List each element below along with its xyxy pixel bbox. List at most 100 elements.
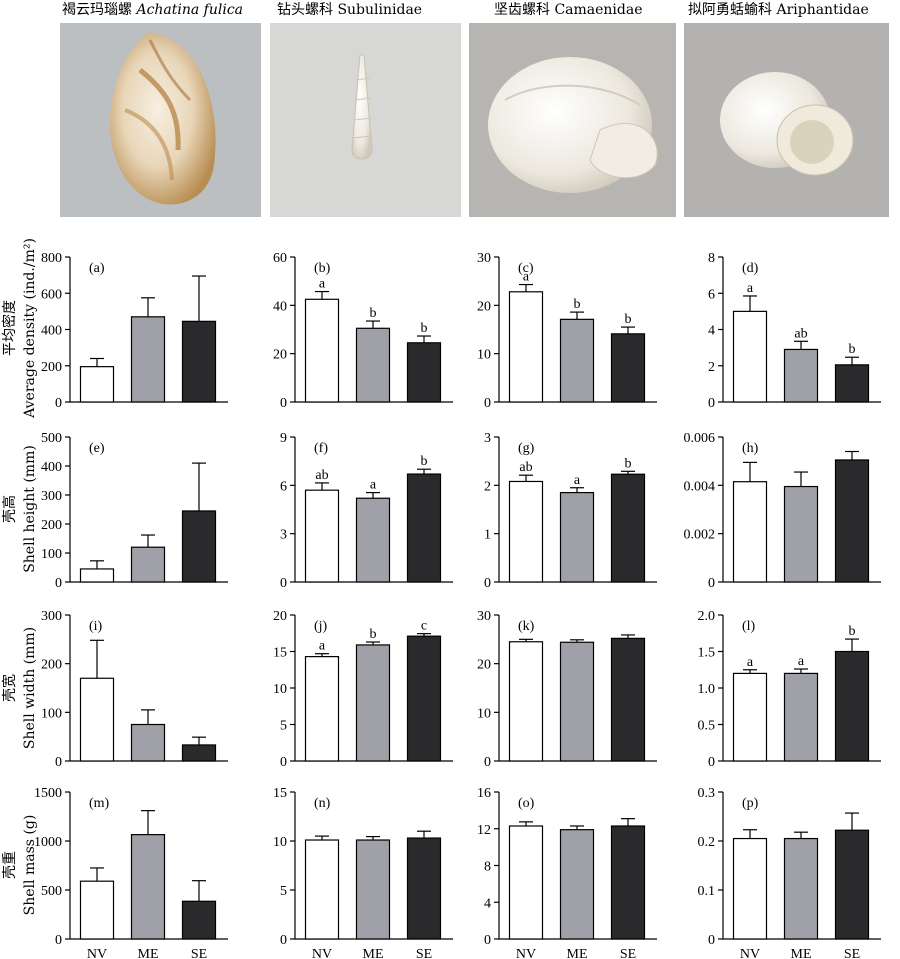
chart-p-ytick-label: 0.1: [698, 884, 716, 899]
chart-b-bar-nv: [304, 298, 340, 403]
chart-b-ytick-label: 0: [280, 396, 287, 411]
svg-text:Average density (ind./m²): Average density (ind./m²): [22, 238, 38, 419]
chart-p: 0 0.1 0.2 0.3 (p) NV ME SE: [698, 786, 881, 959]
chart-n-bar-nv: [304, 839, 340, 940]
chart-c-sig-letter-nv: a: [523, 270, 530, 285]
chart-f-bar-nv: [304, 489, 340, 583]
chart-m-xtick-label-me: ME: [138, 947, 159, 959]
chart-l-bar-me: [783, 672, 819, 762]
chart-h: 0 0.002 0.004 0.006 (h): [684, 431, 881, 591]
chart-o-xtick-label-me: ME: [567, 947, 588, 959]
chart-m-ytick-label: 1500: [34, 786, 62, 801]
chart-g-ytick-label: 3: [484, 431, 491, 446]
chart-c-ytick-label: 30: [477, 251, 491, 266]
chart-f-sig-letter-nv: ab: [315, 468, 328, 483]
chart-d-ytick-label: 2: [708, 360, 715, 375]
chart-d-bar-se: [834, 364, 870, 403]
chart-o-xtick-label-se: SE: [620, 947, 636, 959]
chart-o-ytick-label: 16: [477, 786, 491, 801]
chart-m-ytick-label: 0: [55, 933, 62, 948]
chart-c-ytick-label: 0: [484, 396, 491, 411]
chart-l-bar-se: [834, 650, 870, 762]
photo-title-3: 坚齿螺科 Camaenidae: [494, 2, 643, 18]
chart-e-panel-label: (e): [89, 441, 105, 456]
chart-o-ytick-label: 12: [477, 823, 491, 838]
chart-a-ytick-label: 600: [41, 287, 62, 302]
chart-f-sig-letter-se: b: [421, 454, 428, 469]
chart-b-ytick-label: 20: [273, 348, 287, 363]
chart-j-bar-nv: [304, 656, 340, 762]
photo-title-2: 钻头螺科 Subulinidae: [277, 2, 422, 18]
svg-text:壳宽: 壳宽: [1, 674, 18, 702]
chart-e-bar-se: [181, 510, 217, 583]
chart-h-bar-se: [834, 459, 870, 583]
chart-g-ytick-label: 2: [484, 479, 491, 494]
chart-f-bar-se: [406, 473, 442, 583]
chart-m-ytick-label: 500: [41, 884, 62, 899]
chart-f-sig-letter-me: a: [370, 478, 377, 493]
svg-text:Shell height (mm): Shell height (mm): [22, 445, 38, 573]
chart-l-panel-label: (l): [742, 619, 756, 634]
photo-achatina-fulica: [60, 23, 261, 217]
chart-k-ytick-label: 0: [484, 755, 491, 770]
chart-g-sig-letter-se: b: [625, 456, 632, 471]
chart-k-bar-se: [610, 637, 646, 762]
chart-p-panel-label: (p): [742, 796, 759, 811]
chart-f-ytick-label: 3: [280, 528, 287, 543]
chart-j-ytick-label: 10: [273, 682, 287, 697]
chart-l-ytick-label: 0.5: [698, 719, 716, 734]
chart-g-ytick-label: 0: [484, 576, 491, 591]
chart-a-ytick-label: 0: [55, 396, 62, 411]
chart-d-bar-me: [783, 348, 819, 403]
chart-g-panel-label: (g): [518, 441, 535, 456]
chart-f-ytick-label: 6: [280, 479, 287, 494]
chart-p-xtick-label-se: SE: [844, 947, 860, 959]
chart-h-ytick-label: 0.006: [684, 431, 716, 446]
chart-k-panel-label: (k): [518, 619, 535, 634]
chart-p-ytick-label: 0.2: [698, 835, 716, 850]
chart-j-panel-label: (j): [314, 619, 328, 634]
chart-p-ytick-label: 0.3: [698, 786, 716, 801]
chart-i-ytick-label: 200: [41, 658, 62, 673]
svg-text:Shell width (mm): Shell width (mm): [22, 627, 38, 749]
chart-j-sig-letter-se: c: [421, 619, 427, 634]
chart-d-ytick-label: 8: [708, 251, 715, 266]
chart-f-bar-me: [355, 497, 391, 583]
chart-j-ytick-label: 0: [280, 755, 287, 770]
chart-n-panel-label: (n): [314, 796, 331, 811]
chart-l-ytick-label: 0: [708, 755, 715, 770]
chart-c-bar-me: [559, 318, 595, 403]
chart-n-xtick-label-se: SE: [416, 947, 432, 959]
chart-g-bar-me: [559, 491, 595, 583]
chart-b-bar-me: [355, 327, 391, 403]
chart-d-ytick-label: 4: [708, 324, 715, 339]
chart-j-ytick-label: 5: [280, 719, 287, 734]
chart-h-ytick-label: 0.002: [684, 528, 716, 543]
chart-k-ytick-label: 30: [477, 609, 491, 624]
chart-a-ytick-label: 800: [41, 251, 62, 266]
row-label-height: 壳高 Shell height (mm): [1, 445, 38, 573]
chart-i-bar-me: [130, 723, 166, 762]
svg-text:Shell mass (g): Shell mass (g): [22, 815, 38, 916]
chart-f-panel-label: (f): [314, 441, 328, 456]
chart-n-ytick-label: 10: [273, 835, 287, 850]
row-label-mass: 壳重 Shell mass (g): [1, 815, 38, 916]
photo-title-4: 拟阿勇蛞蝓科 Ariphantidae: [688, 2, 869, 18]
chart-o-bar-nv: [508, 825, 544, 940]
svg-text:平均密度: 平均密度: [1, 300, 18, 356]
chart-e-ytick-label: 400: [41, 460, 62, 475]
svg-text:壳高: 壳高: [1, 495, 18, 523]
chart-d-ytick-label: 6: [708, 287, 715, 302]
chart-l-sig-letter-se: b: [849, 624, 856, 639]
chart-j-sig-letter-me: b: [370, 627, 377, 642]
chart-n-ytick-label: 5: [280, 884, 287, 899]
chart-l-ytick-label: 1.0: [698, 682, 716, 697]
chart-n-ytick-label: 0: [280, 933, 287, 948]
chart-b-sig-letter-me: b: [370, 306, 377, 321]
chart-a-bar-nv: [79, 366, 115, 403]
chart-o-ytick-label: 8: [484, 860, 491, 875]
chart-a-panel-label: (a): [89, 261, 105, 276]
chart-i-bar-se: [181, 744, 217, 762]
chart-i: 0 100 200 300 (i): [41, 609, 228, 770]
